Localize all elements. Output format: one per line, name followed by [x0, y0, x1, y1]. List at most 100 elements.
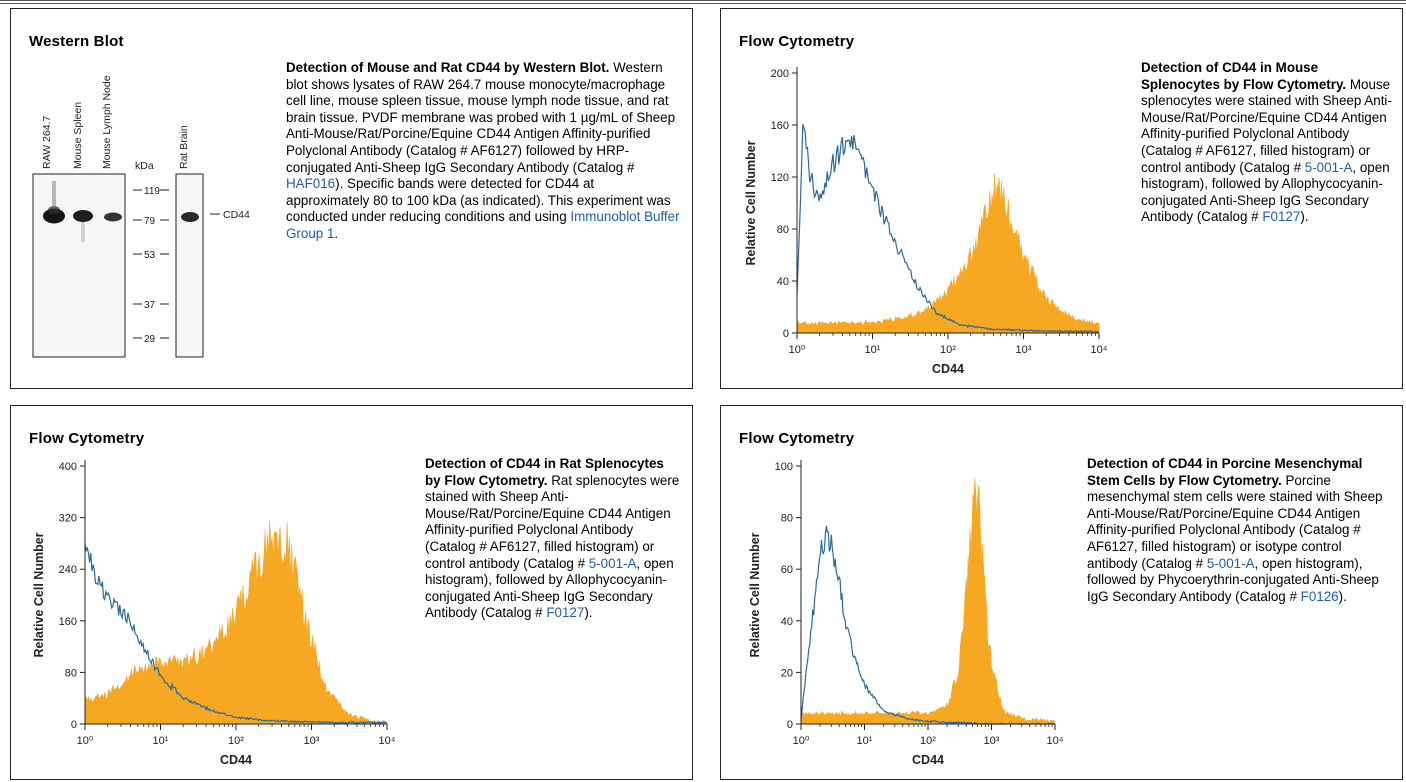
y-tick-label: 160	[771, 120, 789, 132]
flow-histogram-mouse: 0 40 80 120 160 200 10⁰ 10¹ 10² 10³ 10⁴ CD44 Relativ…	[744, 67, 1108, 376]
marker-label: 79	[144, 216, 156, 227]
blot-band	[81, 222, 85, 242]
figure-description: Detection of CD44 in Porcine Mesenchymal…	[1087, 456, 1389, 605]
y-tick-label: 80	[65, 667, 77, 679]
y-tick-label: 0	[787, 719, 793, 731]
figure-description: Detection of CD44 in Mouse Splenocytes b…	[1141, 60, 1393, 226]
catalog-link[interactable]: Immunoblot Buffer Group 1	[286, 209, 680, 241]
y-axis-label: Relative Cell Number	[744, 140, 758, 265]
catalog-link[interactable]: F0127	[546, 605, 585, 621]
x-tick-label: 10⁰	[77, 735, 94, 747]
x-tick-label: 10³	[1016, 344, 1032, 356]
x-tick-label: 10⁴	[1091, 344, 1108, 356]
y-tick-label: 320	[59, 513, 77, 525]
description-heading: Detection of CD44 in Rat Splenocytes by …	[425, 456, 664, 488]
y-axis-label: Relative Cell Number	[32, 532, 46, 657]
panel-flow-mouse: Flow Cytometry 0 40 80 120 160 200 10⁰ 10¹ 10² 10…	[720, 8, 1403, 389]
lane-label: Mouse Spleen	[72, 102, 84, 169]
catalog-link[interactable]: F0126	[1300, 588, 1339, 604]
description-heading: Detection of CD44 in Porcine Mesenchymal…	[1087, 456, 1363, 488]
marker-53: 53	[133, 250, 169, 261]
y-tick-label: 40	[781, 616, 793, 628]
catalog-link[interactable]: 5-001-A	[1304, 159, 1353, 175]
x-tick-label: 10³	[304, 735, 320, 747]
filled-histogram	[84, 520, 388, 725]
blot-band	[181, 212, 199, 222]
blot-band	[104, 212, 122, 222]
figure-description: Detection of Mouse and Rat CD44 by Weste…	[286, 60, 681, 243]
x-tick-label: 10⁴	[1047, 735, 1064, 747]
y-tick-label: 0	[783, 328, 789, 340]
blot-membrane	[175, 173, 204, 358]
panel-title: Flow Cytometry	[29, 430, 145, 447]
y-tick-label: 80	[777, 224, 789, 236]
flow-histogram-porcine: 0 20 40 60 80 100 10⁰ 10¹ 10² 10³ 10⁴ CD44 Relative …	[748, 460, 1064, 767]
y-tick-label: 240	[59, 564, 77, 576]
marker-label: 37	[144, 300, 156, 311]
kda-label: kDa	[135, 160, 154, 172]
y-tick-label: 0	[71, 719, 77, 731]
description-text: , open histogram), followed by Allophyco…	[425, 555, 674, 621]
marker-119: 119	[133, 186, 169, 197]
description-text: ).	[584, 605, 593, 621]
blot-membrane	[32, 173, 126, 358]
y-tick-label: 20	[781, 667, 793, 679]
description-text: ). Specific bands were detected for CD44…	[286, 176, 671, 225]
x-tick-label: 10²	[920, 735, 936, 747]
filled-histogram	[796, 173, 1100, 334]
y-tick-label: 100	[775, 461, 793, 473]
panel-flow-porcine: Flow Cytometry 0 20 40 60 80 100 10⁰ 10¹ 10² 10³ 1…	[720, 405, 1403, 780]
y-tick-label: 200	[771, 68, 789, 80]
catalog-link[interactable]: 5-001-A	[1206, 555, 1255, 571]
catalog-link[interactable]: F0127	[1262, 209, 1301, 225]
description-text: ).	[1338, 588, 1347, 604]
panel-western-blot: Western Blot RAW 264.7 Mouse Spleen Mous…	[10, 8, 693, 389]
x-tick-label: 10⁴	[379, 735, 396, 747]
x-tick-label: 10²	[228, 735, 244, 747]
panel-title: Flow Cytometry	[739, 430, 855, 447]
description-heading: Detection of Mouse and Rat CD44 by Weste…	[286, 60, 610, 75]
x-axis-label: CD44	[220, 753, 252, 767]
y-tick-label: 80	[781, 513, 793, 525]
description-heading: Detection of CD44 in Mouse Splenocytes b…	[1141, 60, 1347, 92]
description-text: ).	[1300, 209, 1309, 225]
x-tick-label: 10¹	[865, 344, 881, 356]
description-text: Porcine mesenchymal stem cells were stai…	[1087, 472, 1383, 571]
figure-description: Detection of CD44 in Rat Splenocytes by …	[425, 456, 683, 622]
y-tick-label: 60	[781, 564, 793, 576]
marker-label: 29	[144, 334, 156, 345]
catalog-link[interactable]: HAF016	[286, 176, 336, 192]
blot-band	[52, 181, 56, 207]
blot-band	[48, 206, 60, 214]
marker-37: 37	[133, 300, 169, 311]
open-histogram	[84, 543, 388, 725]
catalog-link[interactable]: 5-001-A	[588, 555, 637, 571]
marker-79: 79	[133, 216, 169, 227]
x-tick-label: 10²	[940, 344, 956, 356]
x-tick-label: 10¹	[857, 735, 873, 747]
y-tick-label: 400	[59, 461, 77, 473]
description-text: Mouse splenocytes were stained with Shee…	[1141, 76, 1392, 175]
x-tick-label: 10⁰	[793, 735, 810, 747]
x-axis-label: CD44	[932, 362, 964, 376]
lane-label: Rat Brain	[178, 125, 190, 169]
x-tick-label: 10⁰	[789, 344, 806, 356]
blot-band	[73, 210, 93, 222]
open-histogram	[800, 525, 1055, 725]
description-text: Rat splenocytes were stained with Sheep …	[425, 472, 680, 571]
open-histogram	[796, 124, 1100, 333]
x-tick-label: 10³	[984, 735, 1000, 747]
flow-histogram-rat: 0 80 160 240 320 400 10⁰ 10¹ 10² 10³ 10⁴ CD44 Relati…	[32, 460, 396, 767]
filled-histogram	[800, 478, 1056, 725]
y-tick-label: 160	[59, 616, 77, 628]
marker-29: 29	[133, 334, 169, 345]
y-tick-label: 40	[777, 276, 789, 288]
lane-label: Mouse Lymph Node	[101, 75, 113, 169]
x-tick-label: 10¹	[153, 735, 169, 747]
y-tick-label: 120	[771, 172, 789, 184]
blot-band	[43, 208, 65, 224]
y-axis-label: Relative Cell Number	[748, 532, 762, 657]
western-blot-figure: RAW 264.7 Mouse Spleen Mouse Lymph Node …	[32, 75, 250, 358]
panel-flow-rat: Flow Cytometry 0 80 160 240 320 400 10⁰ 10¹ 10² 1…	[10, 405, 693, 780]
description-text: , open histogram), followed by Allophyco…	[1141, 159, 1390, 225]
